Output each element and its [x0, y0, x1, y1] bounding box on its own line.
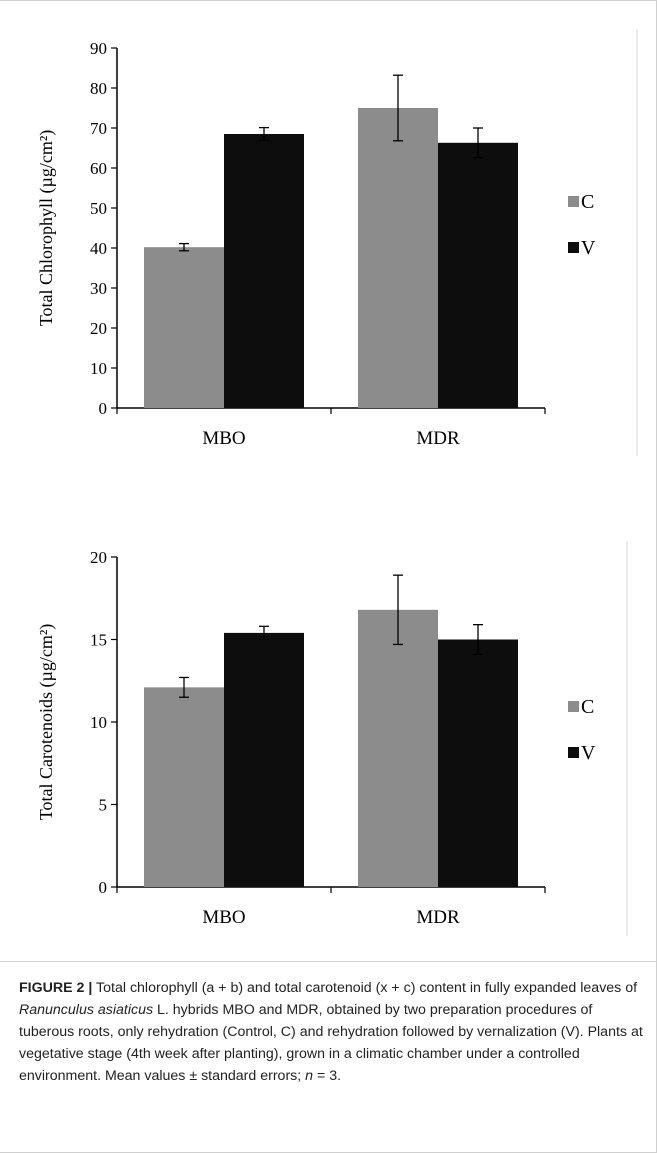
bar-V-MDR — [438, 639, 518, 887]
y-tick-label: 0 — [99, 399, 108, 418]
y-tick-label: 50 — [90, 199, 107, 218]
y-tick-label: 40 — [90, 239, 107, 258]
y-tick-label: 10 — [90, 713, 107, 732]
caption-text-1: Total chlorophyll (a + b) and total caro… — [92, 980, 638, 996]
caption-n: n — [305, 1068, 314, 1084]
bar-C-MDR — [358, 609, 438, 887]
legend-label-C: C — [581, 191, 594, 213]
y-axis-label: Total Carotenoids (µg/cm²) — [36, 624, 57, 820]
bar-C-MBO — [144, 687, 224, 887]
y-tick-label: 15 — [90, 631, 107, 650]
y-tick-label: 90 — [90, 39, 107, 58]
y-tick-label: 60 — [90, 159, 107, 178]
bar-V-MBO — [224, 134, 304, 408]
y-tick-label: 10 — [90, 359, 107, 378]
caption-label: FIGURE 2 | — [19, 980, 93, 996]
caption-text-3: = 3. — [313, 1068, 342, 1084]
figure-caption: FIGURE 2 | Total chlorophyll (a + b) and… — [19, 977, 647, 1087]
bar-V-MBO — [224, 632, 304, 887]
legend-swatch-V — [568, 242, 579, 253]
legend-label-V: V — [581, 237, 596, 259]
x-category-label: MDR — [416, 907, 460, 928]
bar-C-MBO — [144, 247, 224, 408]
legend-swatch-C — [568, 196, 579, 207]
y-tick-label: 30 — [90, 279, 107, 298]
legend-swatch-V — [568, 747, 579, 758]
y-axis-label: Total Chlorophyll (µg/cm²) — [36, 130, 57, 326]
y-tick-label: 20 — [90, 548, 107, 567]
legend-label-V: V — [581, 742, 596, 764]
bar-C-MDR — [358, 108, 438, 408]
chlorophyll-chart: 0 10 20 30 40 50 60 70 80 90 MBO MDR Total Chlorophy… — [36, 29, 638, 456]
legend-label-C: C — [581, 696, 594, 718]
y-tick-label: 80 — [90, 79, 107, 98]
x-category-label: MBO — [202, 907, 245, 928]
y-tick-label: 0 — [99, 878, 108, 897]
carotenoids-chart: 0 5 10 15 20 MBO MDR Total Carotenoids (µg/cm²)… — [36, 541, 628, 936]
y-tick-label: 5 — [99, 796, 108, 815]
caption-divider — [0, 961, 657, 962]
caption-text-2: L. hybrids MBO and MDR, obtained by two … — [19, 1002, 643, 1084]
y-tick-label: 20 — [90, 319, 107, 338]
x-category-label: MBO — [202, 428, 245, 449]
legend-swatch-C — [568, 701, 579, 712]
x-category-label: MDR — [416, 428, 460, 449]
y-tick-label: 70 — [90, 119, 107, 138]
bar-V-MDR — [438, 142, 518, 409]
caption-species: Ranunculus asiaticus — [19, 1002, 154, 1018]
